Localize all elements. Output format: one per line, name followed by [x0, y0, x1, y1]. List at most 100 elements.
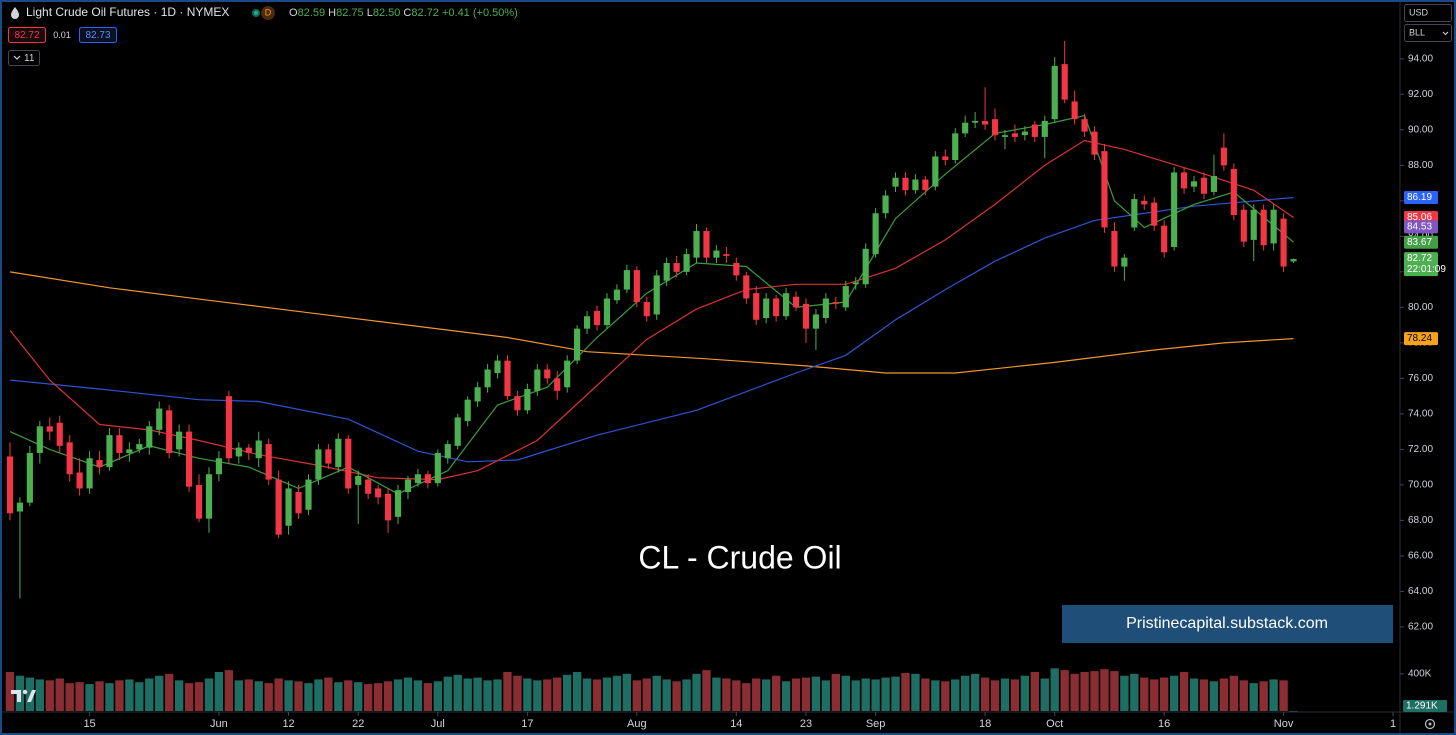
volume-bar: [592, 679, 602, 711]
candle-body: [1141, 200, 1148, 205]
volume-bar: [1010, 679, 1020, 711]
volume-bar: [572, 672, 582, 711]
volume-bar: [1040, 678, 1049, 711]
unit-select[interactable]: [1404, 24, 1452, 42]
candle-body: [952, 133, 959, 161]
volume-bar: [1199, 679, 1209, 711]
candle-body: [76, 472, 83, 489]
volume-bar: [702, 670, 711, 711]
volume-badge: [1403, 700, 1447, 712]
volume-bar: [1179, 672, 1189, 711]
candle-body: [255, 440, 262, 459]
volume-bar: [951, 679, 960, 711]
currency-select[interactable]: [1404, 4, 1452, 22]
market-status-dot: [254, 11, 258, 15]
candle-body: [743, 275, 750, 299]
candle-body: [484, 369, 491, 388]
settings-icon[interactable]: [1424, 718, 1436, 730]
volume-bar: [970, 673, 980, 711]
candle-body: [335, 438, 342, 468]
volume-bar: [662, 679, 671, 711]
logo: [11, 689, 36, 702]
price-badge: [1404, 252, 1438, 277]
ohlc-value: 82.75: [336, 7, 364, 19]
y-tick-label: 66.00: [1408, 551, 1433, 562]
volume-bar: [25, 677, 35, 711]
volume-bar: [1120, 675, 1129, 711]
price-badge: [1404, 220, 1438, 234]
volume-bar: [354, 682, 363, 711]
candle-body: [534, 369, 541, 391]
candle-body: [464, 399, 471, 421]
indicators-toggle[interactable]: [8, 50, 40, 66]
candle-body: [1001, 135, 1009, 137]
candle-body: [454, 417, 461, 446]
x-tick-label: 17: [521, 718, 533, 730]
candle-body: [574, 328, 581, 361]
volume-bar: [742, 683, 751, 711]
candle-body: [1021, 131, 1028, 136]
candle-body: [922, 179, 929, 191]
ohlc-value: 82.72: [411, 7, 439, 19]
candle-body: [554, 378, 561, 391]
ohlc-legend: O82.59 H82.75 L82.50 C82.72 +0.41 (+0.50…: [289, 7, 518, 19]
volume-bar: [105, 683, 114, 711]
candle-body: [1250, 209, 1257, 240]
volume-bar: [632, 680, 642, 711]
x-tick-label: 12: [282, 718, 294, 730]
volume-bar: [75, 682, 84, 711]
volume-bar: [712, 677, 721, 711]
chevron-icon: [1442, 31, 1449, 36]
candle-body: [832, 302, 839, 304]
candle-body: [504, 360, 511, 397]
volume-bar: [851, 680, 860, 711]
candle-body: [265, 444, 272, 480]
volume-bar: [55, 678, 64, 711]
volume-bar: [45, 680, 54, 711]
volume-bar: [1140, 677, 1149, 711]
ask-box[interactable]: [79, 27, 117, 43]
candle-body: [6, 456, 14, 514]
candle-body: [275, 479, 282, 535]
volume-bar: [334, 682, 343, 711]
candle-body: [583, 316, 591, 329]
volume-bar: [553, 677, 562, 711]
candle-body: [802, 303, 810, 329]
ohlc-label: O: [289, 7, 298, 19]
y-tick-label: 76.00: [1408, 373, 1433, 384]
candle-body: [1041, 120, 1048, 137]
price-badge-label: 85.06: [1407, 212, 1432, 223]
x-tick-label: 22: [352, 718, 364, 730]
y-tick-label: 74.00: [1408, 409, 1433, 420]
candle-body: [86, 458, 93, 489]
volume-bar: [373, 683, 383, 711]
volume-bar: [135, 682, 144, 711]
volume-bar: [125, 679, 134, 711]
candle-body: [1081, 119, 1088, 132]
volume-bar: [145, 678, 154, 711]
candle-body: [414, 474, 422, 484]
candle-body: [434, 452, 441, 484]
candle-body: [693, 231, 700, 258]
volume-bar: [35, 679, 44, 711]
candle-body: [991, 119, 999, 136]
volume-bar: [503, 672, 512, 711]
candle-body: [1131, 199, 1138, 228]
x-tick-label: Oct: [1046, 718, 1063, 730]
candle-body: [1071, 101, 1078, 120]
volume-bar: [811, 676, 821, 711]
volume-bar: [204, 678, 214, 711]
candle-body: [1151, 202, 1158, 226]
candle-body: [882, 195, 889, 214]
y-tick-label: 92.00: [1408, 89, 1433, 100]
candle-body: [564, 360, 571, 388]
ohlc-value: 82.59: [298, 7, 326, 19]
candle-body: [1091, 131, 1098, 155]
candle-body: [215, 458, 223, 475]
candle-body: [404, 479, 412, 492]
candle-body: [773, 298, 780, 317]
volume-bar: [901, 672, 910, 711]
bid-box[interactable]: [8, 27, 46, 43]
candle-body: [862, 248, 869, 285]
volume-bar: [155, 675, 164, 711]
